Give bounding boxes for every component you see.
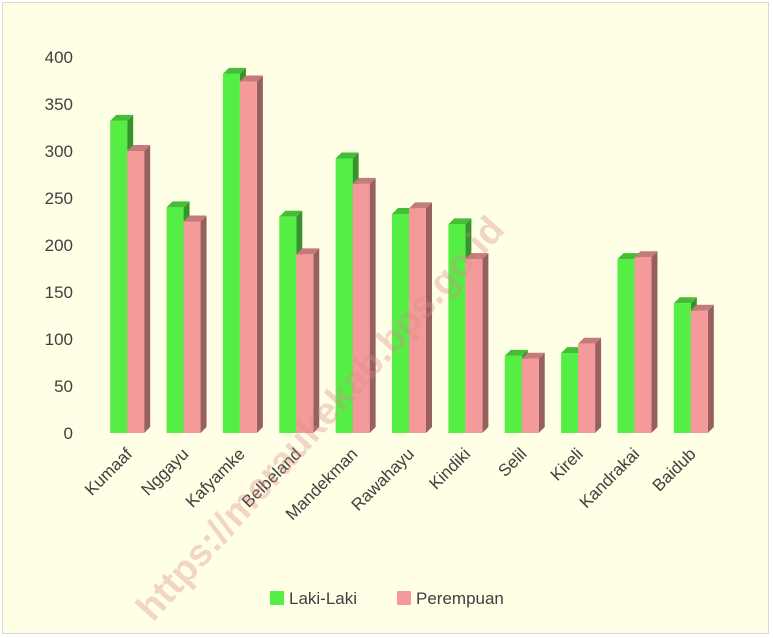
- bar-top: [296, 248, 320, 255]
- bar-front: [183, 221, 201, 433]
- bar-top: [673, 297, 697, 304]
- bar-side: [200, 215, 207, 433]
- bar-top: [465, 253, 489, 260]
- bar-side: [707, 304, 714, 433]
- bar-top: [183, 215, 207, 222]
- bar: [409, 202, 432, 433]
- bar-side: [482, 253, 489, 433]
- legend-swatch: [397, 591, 411, 605]
- bar: [296, 248, 320, 433]
- bar-front: [521, 358, 539, 433]
- bar-front: [690, 310, 708, 433]
- y-tick-label: 400: [45, 48, 73, 67]
- bar-top: [578, 337, 602, 344]
- bar-top: [690, 304, 714, 311]
- y-tick-label: 350: [45, 95, 73, 114]
- bar-front: [673, 303, 691, 433]
- y-tick-label: 250: [45, 189, 73, 208]
- y-tick-label: 50: [54, 377, 73, 396]
- bar: [521, 352, 545, 433]
- x-axis: Kumaaf NggayuKafyamkeBelbelandMandekmanRa…: [81, 444, 700, 524]
- bar-top: [239, 75, 263, 82]
- y-tick-label: 0: [64, 424, 73, 443]
- bar-front: [222, 73, 240, 434]
- bar: [127, 145, 151, 433]
- bar-side: [144, 145, 151, 433]
- bar-front: [392, 213, 409, 433]
- bar-top: [335, 152, 359, 159]
- category-label: Selil: [494, 444, 530, 480]
- legend-item: Perempuan: [397, 589, 504, 608]
- bar-front: [634, 257, 652, 433]
- bar-front: [578, 343, 596, 433]
- legend-item: Laki-Laki: [270, 589, 357, 608]
- bar-side: [426, 202, 432, 433]
- category-label: Baidub: [649, 444, 700, 495]
- bar-front: [166, 207, 184, 433]
- y-tick-label: 300: [45, 142, 73, 161]
- bar-front: [448, 224, 466, 433]
- legend-label: Laki-Laki: [289, 589, 357, 608]
- bar-top: [448, 218, 472, 225]
- bar-top: [110, 114, 134, 121]
- bar: [634, 251, 658, 433]
- bar-top: [634, 251, 658, 258]
- bar-front: [617, 259, 635, 433]
- bar-chart: 0 50 100 150 200 250 300 350 400 Kumaaf NggayuKaf…: [45, 48, 714, 629]
- bar-front: [409, 208, 426, 433]
- bar-top: [521, 352, 545, 359]
- bar-front: [561, 353, 579, 433]
- legend: Laki-Laki Perempuan: [270, 589, 504, 608]
- category-label: Nggayu: [137, 444, 192, 499]
- y-tick-label: 200: [45, 236, 73, 255]
- bar-side: [595, 337, 602, 433]
- bar-front: [239, 81, 257, 433]
- bar-top: [279, 210, 303, 217]
- bars: [110, 67, 714, 434]
- bar-front: [110, 120, 128, 434]
- bar-top: [504, 349, 528, 356]
- category-label: Kandrakai: [576, 444, 644, 512]
- bar-side: [256, 75, 263, 433]
- bar-top: [166, 201, 190, 208]
- bar-top: [352, 177, 376, 184]
- category-label: Kireli: [547, 444, 587, 484]
- legend-swatch: [270, 591, 284, 605]
- bar-front: [335, 158, 353, 433]
- legend-label: Perempuan: [416, 589, 504, 608]
- category-label: Kumaaf: [81, 444, 136, 499]
- bar-front: [279, 216, 297, 433]
- bar-front: [504, 355, 522, 433]
- bar-side: [313, 248, 320, 433]
- bar-front: [465, 259, 483, 433]
- bar-side: [369, 177, 376, 433]
- bar-side: [651, 251, 658, 433]
- category-label: Kindiki: [425, 444, 474, 493]
- bar: [239, 75, 263, 433]
- bar-front: [296, 254, 314, 433]
- bar-top: [127, 145, 151, 151]
- y-tick-label: 100: [45, 330, 73, 349]
- bar-front: [352, 183, 370, 433]
- bar: [578, 337, 602, 433]
- bar-side: [538, 352, 545, 433]
- bar: [352, 177, 376, 433]
- bar-front: [127, 151, 145, 433]
- bar: [690, 304, 714, 433]
- y-tick-label: 150: [45, 283, 73, 302]
- bar: [183, 215, 207, 433]
- bar: [465, 253, 489, 433]
- bar-top: [409, 202, 432, 209]
- bar-top: [222, 67, 246, 74]
- y-axis: 0 50 100 150 200 250 300 350 400: [45, 48, 73, 443]
